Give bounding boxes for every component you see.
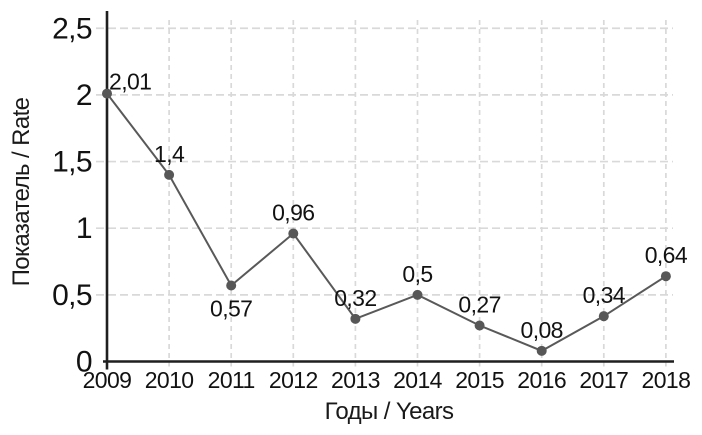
x-tick-label-2011: 2011 xyxy=(208,367,255,393)
x-tick-label-2017: 2017 xyxy=(579,367,628,393)
x-tick-label-2009: 2009 xyxy=(83,367,132,393)
y-tick-label-0: 0 xyxy=(76,346,92,379)
series-line xyxy=(106,92,667,352)
x-tick-label-2014: 2014 xyxy=(393,367,443,393)
x-tick-label-2018: 2018 xyxy=(642,367,691,393)
x-tick-label-2016: 2016 xyxy=(517,367,566,393)
data-label-2017: 0,34 xyxy=(583,282,626,308)
y-tick-label-0,5: 0,5 xyxy=(52,279,92,312)
data-point-2011 xyxy=(226,280,237,291)
x-tick-label-2015: 2015 xyxy=(455,367,504,393)
x-tick-label-2012: 2012 xyxy=(269,367,318,393)
data-label-2013: 0,32 xyxy=(334,285,376,311)
data-point-2009 xyxy=(102,88,112,99)
data-label-2010: 1,4 xyxy=(154,141,185,167)
data-label-2012: 0,96 xyxy=(272,200,314,226)
y-tick-label-1,5: 1,5 xyxy=(52,146,92,179)
x-tick-label-2013: 2013 xyxy=(331,367,380,393)
y-tick-label-2,5: 2,5 xyxy=(52,12,92,45)
y-tick-label-1: 1 xyxy=(76,212,92,245)
data-point-2018 xyxy=(660,271,671,282)
data-point-2014 xyxy=(412,289,423,300)
data-label-2011: 0,57 xyxy=(210,296,252,322)
data-point-2013 xyxy=(350,313,361,324)
y-tick-label-2: 2 xyxy=(76,79,92,112)
data-point-2016 xyxy=(536,345,547,356)
data-point-2012 xyxy=(288,228,299,239)
data-point-2015 xyxy=(474,320,485,331)
y-axis-title: Показатель / Rate xyxy=(8,97,35,287)
data-label-2014: 0,5 xyxy=(402,261,432,287)
x-axis-title: Годы / Years xyxy=(324,398,454,425)
x-tick-label-2010: 2010 xyxy=(145,367,194,393)
data-label-2009: 2,01 xyxy=(109,69,151,95)
data-point-2010 xyxy=(164,169,175,180)
data-point-2017 xyxy=(598,311,609,322)
data-label-2018: 0,64 xyxy=(645,242,688,268)
data-label-2015: 0,27 xyxy=(458,292,500,318)
data-label-2016: 0,08 xyxy=(521,317,563,343)
